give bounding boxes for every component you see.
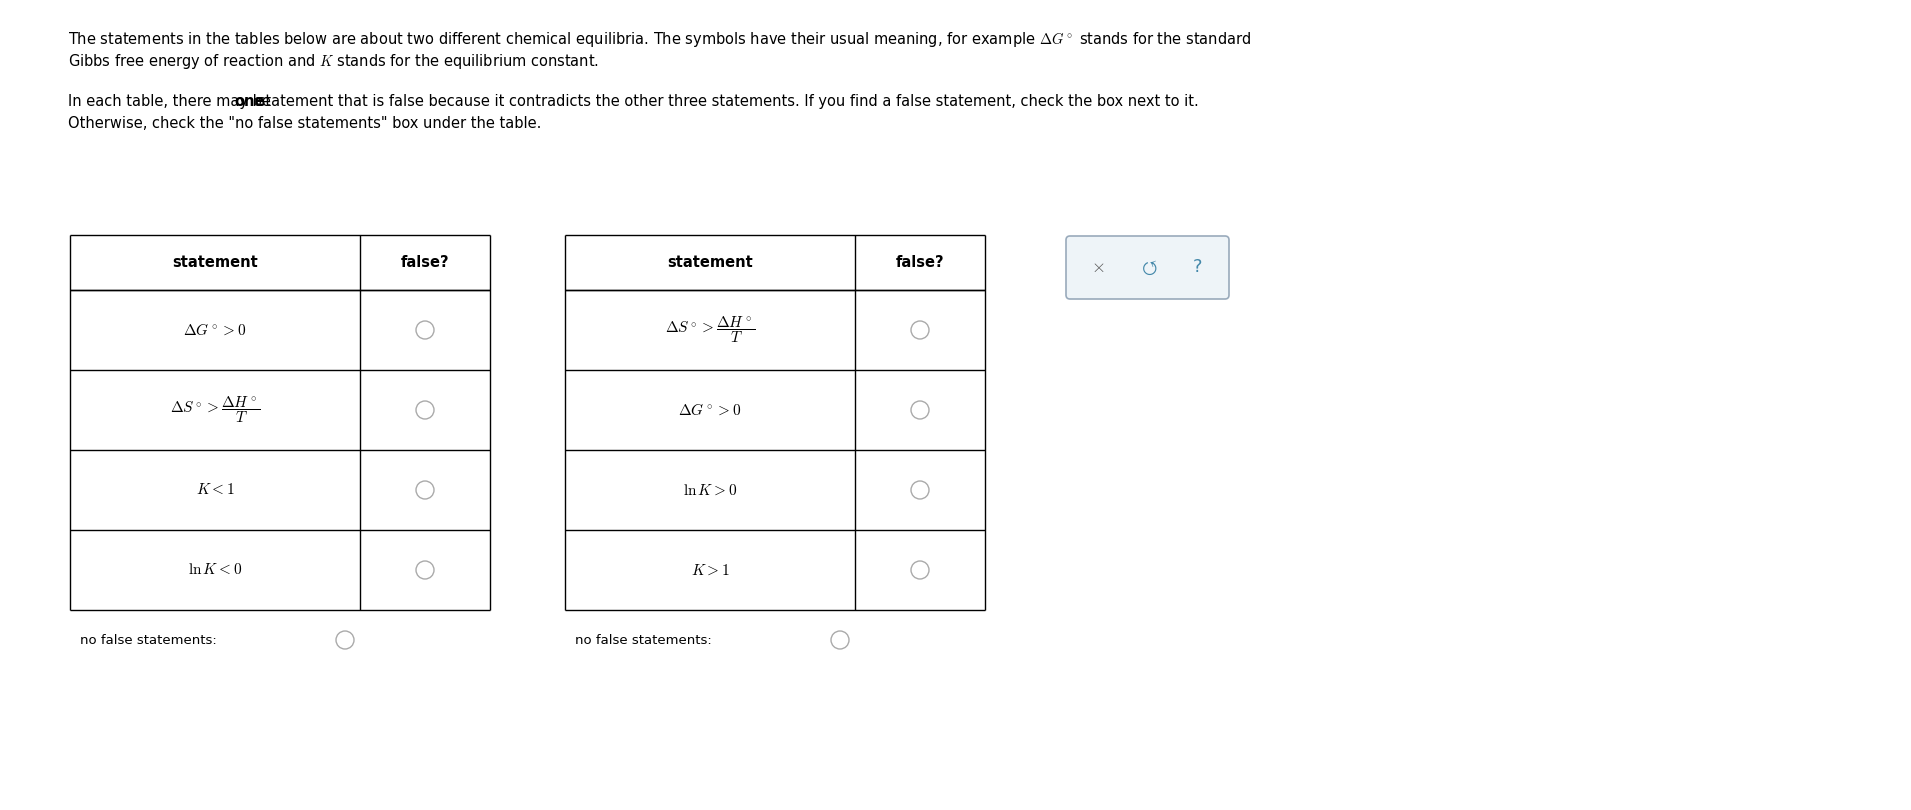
Text: $\ln K<0$: $\ln K<0$ [187,562,243,578]
Text: $\Delta G^\circ>0$: $\Delta G^\circ>0$ [183,322,247,338]
Text: $\Delta G^\circ>0$: $\Delta G^\circ>0$ [678,403,741,418]
Text: The statements in the tables below are about two different chemical equilibria. : The statements in the tables below are a… [69,30,1252,49]
Text: $\Delta S^\circ>\dfrac{\Delta H^\circ}{T}$: $\Delta S^\circ>\dfrac{\Delta H^\circ}{T… [665,314,755,345]
Text: $K<1$: $K<1$ [195,483,235,497]
Text: statement: statement [172,255,258,270]
Text: $\circlearrowleft$: $\circlearrowleft$ [1137,258,1158,276]
Text: $\times$: $\times$ [1091,258,1105,276]
Text: one: one [235,94,266,109]
Text: false?: false? [401,255,449,270]
Text: $K>1$: $K>1$ [690,562,730,578]
Text: false?: false? [896,255,944,270]
Text: ?: ? [1192,258,1202,276]
Text: In each table, there may be: In each table, there may be [69,94,275,109]
Text: no false statements:: no false statements: [80,633,216,646]
Text: statement: statement [667,255,753,270]
Text: $\ln K>0$: $\ln K>0$ [682,483,738,497]
Text: $\Delta S^\circ>\dfrac{\Delta H^\circ}{T}$: $\Delta S^\circ>\dfrac{\Delta H^\circ}{T… [170,394,260,425]
Text: Gibbs free energy of reaction and $K$ stands for the equilibrium constant.: Gibbs free energy of reaction and $K$ st… [69,52,598,71]
Text: In each table, there may be one statement that is false because it contradicts t: In each table, there may be one statemen… [69,94,1248,109]
Text: statement that is false because it contradicts the other three statements. If yo: statement that is false because it contr… [254,94,1198,109]
Text: no false statements:: no false statements: [575,633,711,646]
Text: Otherwise, check the "no false statements" box under the table.: Otherwise, check the "no false statement… [69,116,541,131]
FancyBboxPatch shape [1066,236,1229,299]
